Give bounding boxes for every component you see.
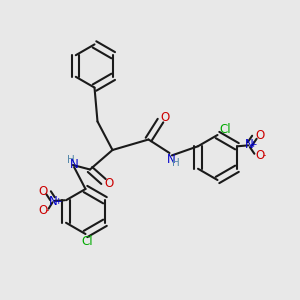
Text: O: O (255, 129, 264, 142)
Text: O: O (255, 149, 264, 162)
Text: +: + (249, 140, 256, 149)
Text: O: O (104, 177, 113, 190)
Text: -: - (263, 151, 266, 160)
Text: O: O (38, 204, 47, 217)
Text: N: N (167, 153, 176, 166)
Text: -: - (46, 206, 49, 215)
Text: N: N (70, 158, 79, 171)
Text: Cl: Cl (219, 122, 231, 136)
Text: N: N (244, 138, 253, 151)
Text: H: H (67, 154, 74, 165)
Text: N: N (49, 195, 58, 208)
Text: Cl: Cl (81, 235, 93, 248)
Text: O: O (160, 111, 169, 124)
Text: O: O (38, 185, 47, 198)
Text: +: + (54, 197, 62, 206)
Text: H: H (172, 158, 180, 169)
